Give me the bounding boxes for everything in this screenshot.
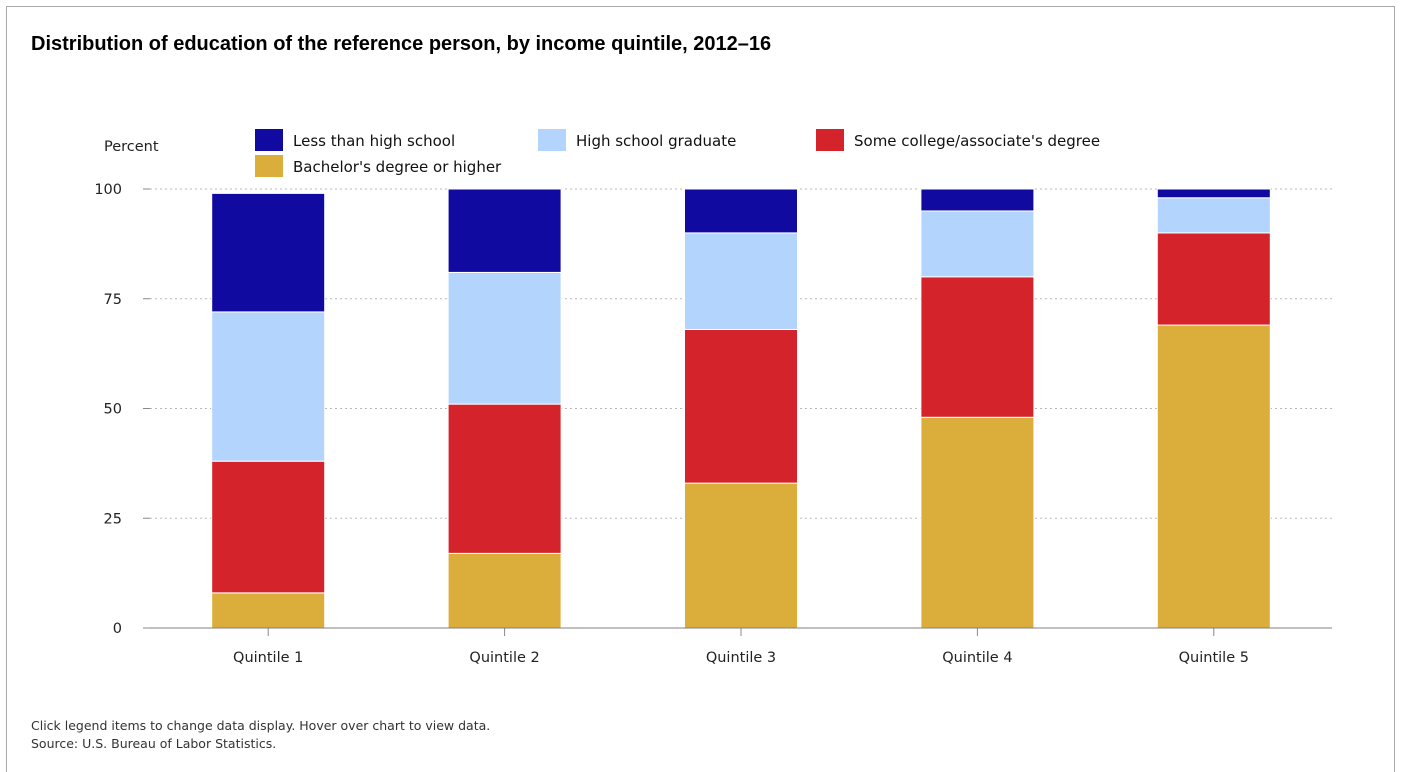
bar-segment[interactable]: [211, 311, 326, 462]
bar-segment[interactable]: [447, 403, 562, 554]
source-note: Source: U.S. Bureau of Labor Statistics.: [31, 736, 277, 751]
legend-item[interactable]: Less than high school: [255, 129, 455, 151]
legend-swatch: [255, 155, 283, 177]
legend-swatch: [816, 129, 844, 151]
bar-segment[interactable]: [1156, 232, 1271, 326]
x-tick-label: Quintile 5: [1179, 650, 1249, 666]
bar-segment[interactable]: [684, 232, 798, 330]
legend-label: Bachelor's degree or higher: [293, 158, 502, 176]
bar-segment[interactable]: [211, 460, 326, 594]
bar-segment[interactable]: [447, 552, 562, 629]
bar-segment[interactable]: [447, 271, 562, 405]
bar-segment[interactable]: [211, 192, 326, 313]
bar-segment[interactable]: [920, 188, 1035, 212]
bar-segment[interactable]: [1156, 324, 1271, 629]
bar-segment[interactable]: [684, 188, 798, 234]
bar-segment[interactable]: [447, 188, 562, 273]
x-tick-label: Quintile 3: [706, 650, 776, 666]
bars-layer: [211, 188, 1271, 629]
legend-label: High school graduate: [576, 132, 736, 150]
bar-segment[interactable]: [920, 276, 1035, 418]
bar-segment[interactable]: [1156, 188, 1271, 199]
chart-notes: Click legend items to change data displa…: [31, 717, 490, 753]
bar-segment[interactable]: [684, 482, 798, 629]
y-tick-label: 100: [94, 182, 122, 198]
bar-segment[interactable]: [211, 592, 326, 629]
bar-segment[interactable]: [920, 416, 1035, 629]
legend-item[interactable]: Bachelor's degree or higher: [255, 155, 502, 177]
legend: Less than high school High school graduat…: [255, 129, 1100, 177]
legend-item[interactable]: Some college/associate's degree: [816, 129, 1100, 151]
y-tick-label: 75: [104, 292, 122, 308]
legend-swatch: [538, 129, 566, 151]
bar-segment[interactable]: [1156, 197, 1271, 234]
y-axis-label: Percent: [104, 139, 159, 155]
x-tick-label: Quintile 4: [942, 650, 1012, 666]
chart-title: Distribution of education of the referen…: [31, 33, 772, 55]
y-tick-label: 0: [113, 621, 122, 637]
bar-segment[interactable]: [684, 328, 798, 484]
legend-label: Some college/associate's degree: [854, 132, 1100, 150]
y-tick-label: 25: [104, 511, 122, 527]
legend-item[interactable]: High school graduate: [538, 129, 736, 151]
y-tick-label: 50: [104, 402, 122, 418]
legend-swatch: [255, 129, 283, 151]
bar-segment[interactable]: [920, 210, 1035, 278]
interaction-note: Click legend items to change data displa…: [31, 718, 491, 733]
x-tick-label: Quintile 1: [233, 650, 303, 666]
axes: 0 25 50 75 100 Quintile 1 Quintile 2 Quintile 3…: [94, 182, 1332, 666]
x-tick-label: Quintile 2: [469, 650, 539, 666]
legend-label: Less than high school: [293, 132, 455, 150]
